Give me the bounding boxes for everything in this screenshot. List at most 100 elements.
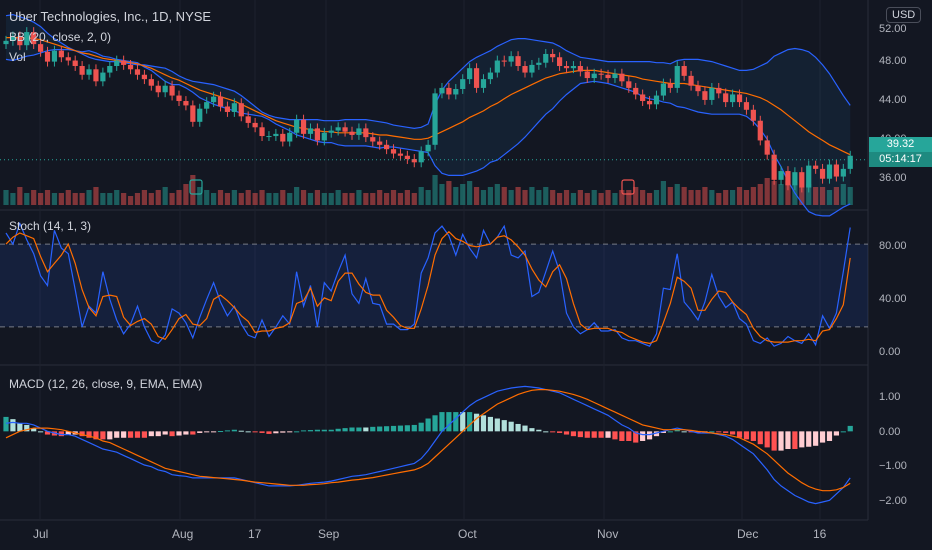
candle-body [252, 122, 258, 128]
volume-bar [335, 190, 341, 205]
candle-body [826, 164, 833, 179]
macd-indicator-label[interactable]: MACD (12, 26, close, 9, EMA, EMA) [9, 377, 203, 391]
macd-histogram-bar [750, 431, 756, 441]
volume-bar [44, 190, 51, 205]
volume-bar [217, 190, 224, 205]
volume-bar [321, 193, 327, 205]
volume-bar [65, 190, 71, 205]
macd-histogram-bar [390, 425, 397, 432]
volume-bar [716, 193, 722, 205]
candle-body [231, 103, 237, 112]
macd-histogram-bar [169, 431, 175, 437]
earnings-marker-icon [189, 179, 203, 195]
macd-histogram-bar [65, 431, 71, 435]
volume-bar [792, 184, 798, 205]
candle-body [294, 119, 300, 133]
macd-histogram-bar [626, 431, 632, 441]
volume-bar [363, 193, 369, 205]
macd-histogram-bar [833, 431, 839, 436]
macd-histogram-bar [300, 430, 307, 432]
macd-histogram-bar [667, 431, 673, 433]
symbol-title[interactable]: Uber Technologies, Inc., 1D, NYSE [9, 9, 212, 24]
currency-button[interactable]: USD [886, 7, 922, 23]
volume-bar [24, 193, 30, 205]
volume-bar [667, 187, 673, 205]
macd-histogram-bar [847, 425, 853, 432]
macd-histogram-bar [605, 431, 611, 438]
macd-histogram-bar [231, 429, 237, 432]
macd-histogram-bar [349, 427, 355, 432]
macd-histogram-bar [487, 416, 493, 432]
macd-histogram-bar [529, 428, 535, 432]
macd-histogram-bar [418, 422, 424, 432]
volume-indicator-label[interactable]: Vol [9, 50, 26, 64]
macd-histogram-bar [294, 431, 300, 433]
candle-body [605, 74, 611, 79]
candle-body [155, 85, 161, 93]
macd-histogram-bar [826, 431, 833, 441]
volume-bar [169, 193, 175, 205]
bb-indicator-label[interactable]: BB (20, close, 2, 0) [9, 30, 112, 44]
candle-body [44, 51, 51, 62]
time-tick-label: 17 [248, 527, 262, 541]
volume-bar [633, 187, 639, 205]
candle-body [771, 154, 777, 180]
candle-body [840, 168, 846, 177]
macd-histogram-bar [404, 425, 410, 432]
volume-bar [674, 184, 680, 205]
candle-body [363, 128, 369, 138]
earnings-marker-icon [621, 179, 635, 195]
volume-bar [750, 187, 756, 205]
volume-bar [418, 187, 424, 205]
macd-histogram-bar [17, 423, 23, 432]
volume-bar [121, 193, 127, 205]
macd-histogram-bar [501, 420, 507, 432]
macd-histogram-bar [660, 431, 666, 433]
candle-body [432, 93, 438, 145]
candle-body [287, 132, 293, 142]
price-tick-label: 44.00 [879, 94, 907, 106]
volume-bar [411, 193, 417, 205]
volume-bar [681, 187, 687, 205]
macd-histogram-bar [86, 431, 92, 438]
candle-body [688, 75, 694, 86]
macd-histogram-bar [439, 412, 445, 432]
volume-bar [757, 184, 763, 205]
macd-histogram-bar [640, 431, 646, 441]
macd-histogram-bar [543, 431, 549, 433]
macd-histogram-bar [287, 431, 293, 433]
candle-body [273, 133, 279, 137]
price-tick-label: 52.00 [879, 23, 907, 35]
volume-bar [640, 190, 646, 205]
volume-bar [626, 190, 632, 205]
candle-body [563, 66, 570, 69]
macd-histogram-bar [280, 431, 286, 433]
macd-histogram-bar [536, 429, 542, 432]
candle-body [72, 60, 78, 67]
candle-body [321, 132, 327, 141]
macd-histogram-bar [522, 425, 528, 432]
volume-bar [93, 187, 99, 205]
macd-histogram-bar [38, 431, 44, 433]
candle-body [480, 79, 487, 88]
candle-body [280, 133, 286, 142]
macd-histogram-bar [162, 431, 168, 435]
macd-histogram-bar [460, 412, 466, 432]
bb-basis-line [6, 37, 851, 156]
stoch-tick-label: 0.00 [879, 346, 901, 358]
macd-histogram-bar [467, 412, 473, 432]
volume-bar [771, 181, 777, 205]
macd-histogram-bar [342, 428, 348, 432]
candle-body [557, 57, 563, 67]
volume-bar [377, 190, 383, 205]
candle-body [328, 130, 334, 133]
macd-histogram-bar [224, 430, 231, 432]
macd-histogram-bar [44, 431, 51, 435]
macd-histogram-bar [432, 415, 438, 432]
volume-bar [813, 187, 819, 205]
stoch-indicator-label[interactable]: Stoch (14, 1, 3) [9, 219, 92, 233]
macd-histogram-bar [736, 431, 743, 438]
volume-bar [660, 181, 666, 205]
candle-body [38, 44, 44, 52]
